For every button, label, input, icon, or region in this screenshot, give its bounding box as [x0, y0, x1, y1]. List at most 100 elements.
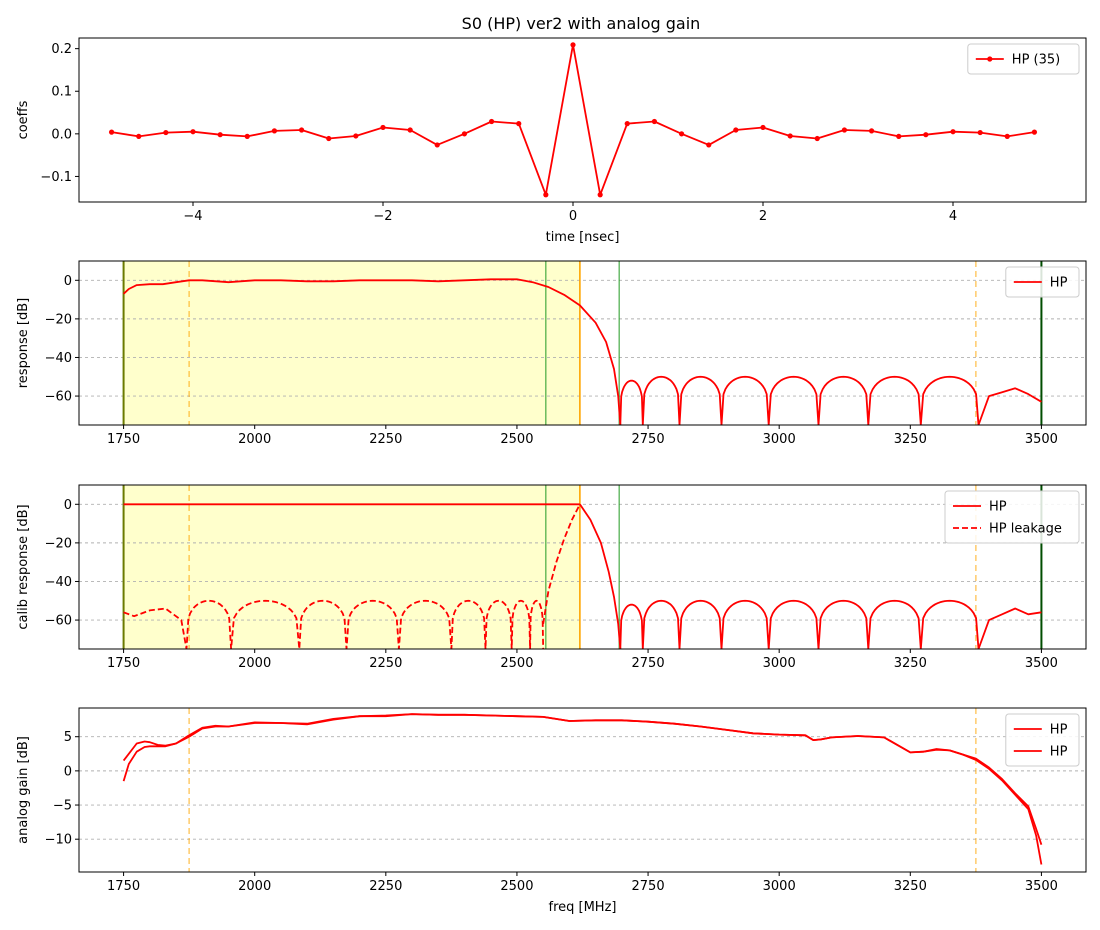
- data-point: [108, 129, 115, 135]
- x-tick-label: 3500: [1025, 879, 1058, 894]
- x-tick-label: 2500: [500, 879, 533, 894]
- y-tick-label: −40: [45, 351, 72, 366]
- x-tick-label: 2750: [632, 656, 665, 671]
- y-axis-label: coeffs: [16, 100, 31, 139]
- y-axis-label: response [dB]: [16, 298, 31, 389]
- data-point: [353, 133, 359, 139]
- legend-label: HP (35): [1012, 53, 1060, 68]
- x-tick-label: 2000: [238, 879, 271, 894]
- data-point: [217, 132, 223, 138]
- legend: HP HP: [1005, 713, 1080, 767]
- legend-label: HP: [989, 500, 1007, 515]
- y-tick-label: 0.1: [51, 85, 72, 100]
- legend: HP: [1005, 266, 1080, 298]
- x-tick-label: 2750: [632, 879, 665, 894]
- data-point: [814, 135, 820, 142]
- y-tick-label: −20: [45, 536, 72, 551]
- data-point: [651, 118, 658, 125]
- axes-frame: [78, 260, 1087, 426]
- y-tick-label: 0.0: [51, 127, 72, 142]
- x-tick-label: 2250: [369, 656, 402, 671]
- calib-response-panel: 1750 2000 2250 2500 2750 3000 3250 3500 0 −20 −40 −…: [16, 484, 1087, 671]
- data-point: [706, 142, 712, 148]
- axes-frame: [78, 37, 1087, 203]
- plot-area: [79, 708, 1086, 872]
- data-point: [678, 131, 685, 137]
- y-tick-label: −0.1: [40, 170, 72, 185]
- x-tick-label: 2250: [369, 432, 402, 447]
- data-point: [977, 129, 983, 136]
- data-point: [543, 192, 549, 198]
- y-tick-label: −10: [45, 833, 72, 848]
- data-point: [760, 124, 766, 131]
- passband-shade: [123, 485, 580, 649]
- data-point: [407, 127, 413, 133]
- passband-shade: [123, 261, 580, 425]
- y-tick-label: 0.2: [51, 42, 72, 57]
- data-point: [244, 133, 250, 139]
- data-point: [787, 133, 793, 139]
- legend-label: HP leakage: [989, 522, 1062, 537]
- data-point: [733, 127, 739, 133]
- y-tick-label: 0: [64, 274, 72, 289]
- data-point: [434, 142, 440, 148]
- y-tick-label: −40: [45, 575, 72, 590]
- coeffs-panel: −4 −2 0 2 4 −0.1 0.0 0.1 0.2 time [nsec] coeffs HP …: [16, 37, 1087, 245]
- hp-1-line: [122, 713, 1043, 865]
- x-tick-label: −2: [373, 209, 392, 224]
- data-point: [163, 129, 169, 136]
- data-point: [923, 132, 929, 138]
- plot-area: [79, 485, 1086, 649]
- legend-box: [1005, 713, 1080, 767]
- legend-label: HP: [1050, 745, 1068, 760]
- y-axis-label: analog gain [dB]: [16, 736, 31, 844]
- data-point: [597, 192, 603, 198]
- data-point: [1004, 133, 1010, 139]
- hp-0-passband: [122, 278, 622, 425]
- x-tick-label: 1750: [107, 656, 140, 671]
- data-point: [271, 128, 278, 134]
- x-tick-label: 3000: [763, 879, 796, 894]
- x-tick-label: 2500: [500, 432, 533, 447]
- y-tick-label: 5: [64, 730, 72, 745]
- x-tick-label: 3250: [894, 656, 927, 671]
- axes-frame: [78, 707, 1087, 873]
- hp-0-rolloff: [579, 503, 622, 649]
- x-tick-label: 3500: [1025, 432, 1058, 447]
- hp-0-stopband: [619, 375, 980, 425]
- x-tick-label: 4: [949, 209, 957, 224]
- data-point: [298, 127, 305, 133]
- data-point: [488, 118, 495, 125]
- x-tick-label: 3000: [763, 656, 796, 671]
- hp-35--0-line: [111, 43, 1035, 196]
- hp-0-stopband: [619, 599, 980, 649]
- y-tick-label: −5: [53, 799, 72, 814]
- y-axis-label: calib response [dB]: [16, 504, 31, 629]
- hp-leakage-1-leakage: [123, 599, 545, 649]
- data-point: [896, 133, 902, 139]
- x-axis-label: time [nsec]: [546, 230, 620, 245]
- x-tick-label: 0: [569, 209, 577, 224]
- hp-0-tail: [977, 607, 1042, 649]
- x-tick-label: 3500: [1025, 656, 1058, 671]
- data-point: [841, 127, 848, 133]
- x-tick-label: 3250: [894, 432, 927, 447]
- x-tick-label: 1750: [107, 432, 140, 447]
- axes-frame: [78, 484, 1087, 650]
- analog-gain-panel: 1750 2000 2250 2500 2750 3000 3250 3500 5 0 −5 −10 f…: [16, 707, 1087, 915]
- y-tick-label: 0: [64, 498, 72, 513]
- x-tick-label: 2000: [238, 432, 271, 447]
- x-tick-label: 2250: [369, 879, 402, 894]
- data-point: [326, 135, 332, 142]
- hp-leakage-1-rise: [542, 503, 581, 625]
- data-point: [516, 121, 522, 127]
- x-tick-label: 2750: [632, 432, 665, 447]
- legend-box: [967, 43, 1080, 75]
- x-tick-label: 3000: [763, 432, 796, 447]
- legend-box: [1005, 266, 1080, 298]
- data-point: [868, 128, 875, 134]
- response-panel: 1750 2000 2250 2500 2750 3000 3250 3500 0 −20 −40 −…: [16, 260, 1087, 447]
- legend: HP (35): [967, 43, 1080, 75]
- y-tick-label: 0: [64, 764, 72, 779]
